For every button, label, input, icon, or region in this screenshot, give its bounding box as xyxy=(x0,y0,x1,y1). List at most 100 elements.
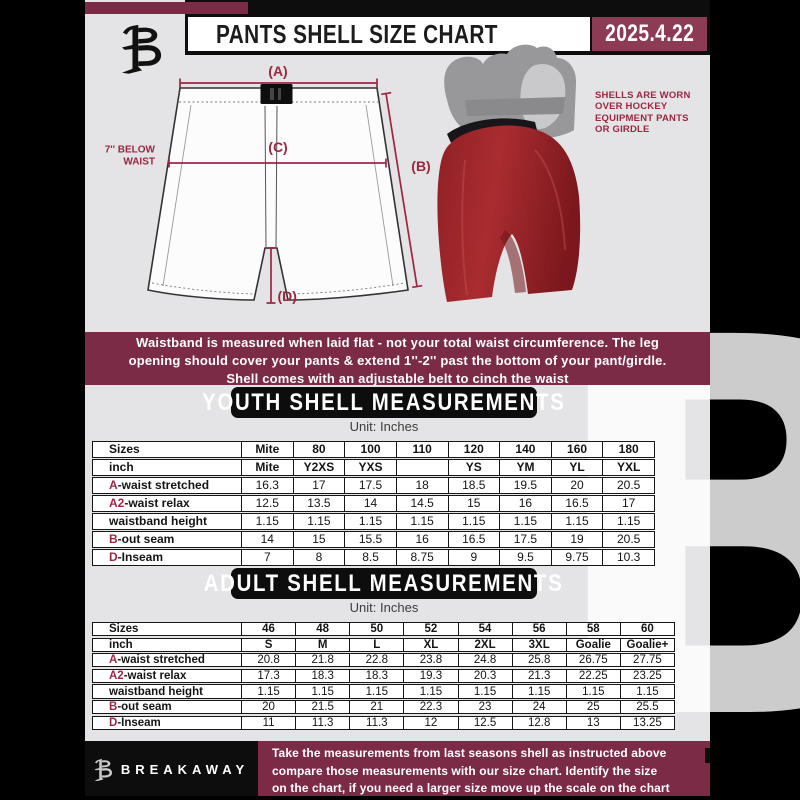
row-label: inch xyxy=(93,639,241,651)
table-row: D -Inseam 11 11.3 11.3 12 12.5 12.8 13 13.25 xyxy=(92,715,675,730)
table-row: D -Inseam 7 8 8.5 8.75 9 9.5 9.75 10.3 xyxy=(92,548,655,566)
measurement-marks xyxy=(168,78,423,304)
table-cell: Goalie xyxy=(565,638,620,651)
table-row: waistband height 1.15 1.15 1.15 1.15 1.15 1.15… xyxy=(92,512,655,530)
table-cell: 56 xyxy=(511,623,566,636)
table-cell: 14 xyxy=(344,495,396,511)
table-cell: 11.3 xyxy=(349,716,403,729)
table-cell: 14 xyxy=(241,531,293,547)
table-cell: YL xyxy=(550,459,603,475)
table-cell: 18.5 xyxy=(447,477,500,493)
header-accent-strip xyxy=(85,2,248,14)
caption-line: SHELLS ARE WORN xyxy=(595,90,691,101)
table-cell: 15 xyxy=(292,531,345,547)
page-title: PANTS SHELL SIZE CHART xyxy=(216,18,498,49)
row-label: waistband height xyxy=(93,685,241,698)
info-banner-line: opening should cover your pants & extend… xyxy=(128,353,667,368)
row-label-text: waistband height xyxy=(109,514,208,529)
table-cell: 9 xyxy=(447,549,500,565)
table-cell: 18.3 xyxy=(349,669,403,683)
table-cell: 140 xyxy=(499,442,551,457)
table-cell: L xyxy=(349,638,403,651)
row-label-text: -waist stretched xyxy=(117,478,210,493)
footer-notch xyxy=(705,748,710,763)
table-cell: YXS xyxy=(344,459,396,475)
table-cell: 1.15 xyxy=(403,685,457,698)
table-cell: 20 xyxy=(550,477,603,493)
table-cell: 17.5 xyxy=(499,531,551,547)
row-label: B -out seam xyxy=(93,532,241,547)
bottom-strip xyxy=(85,796,710,800)
row-label: Sizes xyxy=(93,442,241,457)
table-cell: 16.5 xyxy=(550,495,603,511)
label-c: (C) xyxy=(268,139,287,155)
footer-note-line: on the chart, if you need a larger size … xyxy=(272,781,670,795)
row-label-prefix: A xyxy=(109,478,118,493)
table-row: waistband height 1.15 1.15 1.15 1.15 1.15 1.15… xyxy=(92,684,675,699)
table-cell: 12.8 xyxy=(511,716,566,729)
table-row: B -out seam 14 15 15.5 16 16.5 17.5 19 20.5 xyxy=(92,530,655,548)
table-cell: 18 xyxy=(395,477,448,493)
table-cell: YM xyxy=(499,459,551,475)
table-cell: 12.5 xyxy=(241,495,293,511)
table-cell: 58 xyxy=(565,623,620,636)
table-cell: 15.5 xyxy=(344,531,396,547)
table-cell: 1.15 xyxy=(619,685,674,698)
table-cell: 17.3 xyxy=(241,669,295,683)
youth-table: Sizes Mite 80 100 110 120 140 160 180 inch Mite Y2X… xyxy=(92,441,655,567)
table-cell: 14.5 xyxy=(395,495,448,511)
row-label: A -waist stretched xyxy=(93,654,241,666)
shorts-measurement-diagram: (A) (B) (C) (D) 7'' BELOW WAIST xyxy=(105,44,581,304)
row-label: waistband height xyxy=(93,514,241,529)
table-row: inch S M L XL 2XL 3XL Goalie Goalie+ xyxy=(92,637,675,652)
table-cell: 25.5 xyxy=(619,700,674,714)
info-banner-line: Waistband is measured when laid flat - n… xyxy=(135,335,660,350)
brand-name: BREAKAWAY xyxy=(120,761,250,777)
measurement-labels: (A) (B) (C) (D) 7'' BELOW WAIST xyxy=(105,63,431,304)
youth-unit-label: Unit: Inches xyxy=(349,419,419,434)
table-cell: 1.15 xyxy=(447,513,500,529)
table-cell: 21.5 xyxy=(295,700,349,714)
table-row: B -out seam 20 21.5 21 22.3 23 24 25 25.5 xyxy=(92,699,675,715)
table-cell: 12.5 xyxy=(457,716,512,729)
table-row: inch Mite Y2XS YXS YS YM YL YXL xyxy=(92,458,655,476)
table-cell: 22.25 xyxy=(565,669,620,683)
row-label-text: -Inseam xyxy=(117,716,161,729)
table-row: A -waist stretched 16.3 17 17.5 18 18.5 19.5 20 2… xyxy=(92,476,655,494)
adult-section-title: ADULT SHELL MEASUREMENTS xyxy=(204,569,564,597)
table-cell: 19 xyxy=(550,531,603,547)
table-cell: 1.15 xyxy=(292,513,345,529)
table-cell: 24 xyxy=(511,700,566,714)
table-row: Sizes 46 48 50 52 54 56 58 60 xyxy=(92,622,675,637)
row-label-text: Sizes xyxy=(109,623,139,636)
table-cell: 7 xyxy=(241,549,293,565)
row-label-text: Sizes xyxy=(109,442,140,457)
table-cell: 11.3 xyxy=(295,716,349,729)
table-cell: 13.25 xyxy=(619,716,674,729)
table-cell: 20 xyxy=(241,700,295,714)
table-cell: 17 xyxy=(602,495,654,511)
table-cell: 21.8 xyxy=(295,654,349,667)
table-cell: 12 xyxy=(403,716,457,729)
date-text: 2025.4.22 xyxy=(604,20,695,47)
table-cell: 24.8 xyxy=(457,654,512,667)
table-cell: 20.5 xyxy=(602,531,654,547)
table-cell: YS xyxy=(447,459,500,475)
breakaway-logo-icon xyxy=(121,25,162,74)
shell-photo-illustration xyxy=(437,44,581,302)
table-cell: 52 xyxy=(403,623,457,636)
table-cell: 22.3 xyxy=(403,700,457,714)
table-cell: 23 xyxy=(457,700,512,714)
row-label-prefix: D xyxy=(109,716,118,729)
table-cell: 15 xyxy=(447,495,500,511)
table-cell: 11 xyxy=(241,716,295,729)
caption-line: OVER HOCKEY xyxy=(595,101,668,113)
table-cell: 1.15 xyxy=(602,513,654,529)
table-cell: 21.3 xyxy=(511,669,566,683)
table-cell: YXL xyxy=(602,459,654,475)
row-label: Sizes xyxy=(93,623,241,635)
table-cell: 1.15 xyxy=(457,685,512,698)
table-cell: Mite xyxy=(241,442,293,457)
page-content: PANTS SHELL SIZE CHART 2025.4.22 xyxy=(85,0,710,800)
